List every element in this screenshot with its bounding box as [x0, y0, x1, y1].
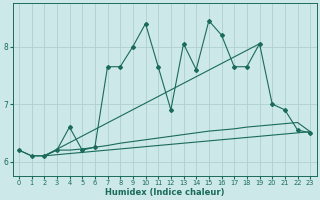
X-axis label: Humidex (Indice chaleur): Humidex (Indice chaleur) — [105, 188, 224, 197]
